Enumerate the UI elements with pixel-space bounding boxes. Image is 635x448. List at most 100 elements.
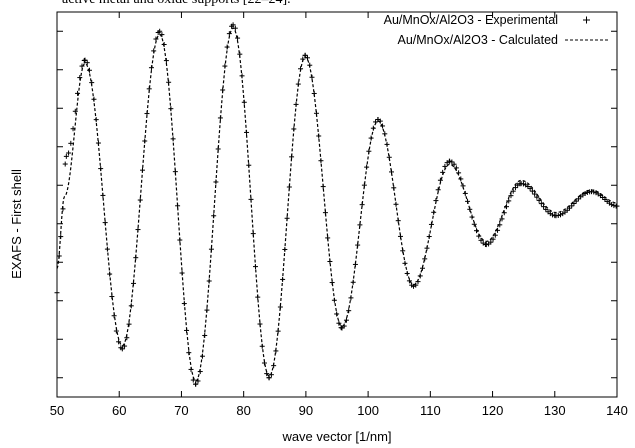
data-point-experimental (72, 108, 78, 114)
data-point-experimental (492, 232, 498, 238)
data-point-experimental (458, 176, 464, 182)
data-point-experimental (318, 158, 324, 164)
data-point-experimental (508, 193, 514, 199)
data-point-experimental (355, 242, 361, 248)
series-layer (54, 22, 620, 387)
data-point-experimental (302, 52, 308, 58)
data-point-experimental (271, 363, 277, 369)
data-point-experimental (478, 237, 484, 243)
data-point-experimental (124, 335, 130, 341)
data-point-experimental (113, 328, 119, 334)
data-point-experimental (538, 201, 544, 207)
data-point-experimental (462, 190, 468, 196)
data-point-experimental (298, 66, 304, 72)
data-point-experimental (471, 221, 477, 227)
data-point-experimental (60, 206, 66, 212)
data-point-experimental (357, 222, 363, 228)
data-point-experimental (350, 279, 356, 285)
data-point-experimental (86, 67, 92, 73)
x-tick-label: 100 (357, 403, 379, 418)
data-point-experimental (359, 202, 365, 208)
data-point-experimental (341, 323, 347, 329)
data-point-experimental (520, 181, 526, 187)
data-point-experimental (316, 133, 322, 139)
data-point-experimental (190, 377, 196, 383)
data-point-experimental (569, 203, 575, 209)
axes (56, 11, 618, 398)
data-point-experimental (476, 233, 482, 239)
data-point-experimental (226, 31, 232, 37)
data-point-experimental (320, 184, 326, 190)
data-point-experimental (230, 22, 236, 28)
data-point-experimental (609, 202, 615, 208)
data-point-experimental (170, 136, 176, 142)
data-point-experimental (404, 270, 410, 276)
data-point-experimental (197, 369, 203, 375)
data-point-experimental (282, 246, 288, 252)
data-point-experimental (451, 161, 457, 167)
x-tick-label: 60 (112, 403, 126, 418)
data-point-experimental (534, 194, 540, 200)
legend: Au/MnOx/Al2O3 - Experimental Au/MnOx/Al2… (384, 13, 608, 47)
data-point-experimental (295, 81, 301, 87)
data-point-experimental (175, 203, 181, 209)
data-point-experimental (273, 348, 279, 354)
data-point-experimental (402, 260, 408, 266)
data-point-experimental (232, 25, 238, 31)
y-axis-label: EXAFS - First shell (9, 169, 24, 279)
data-point-experimental (322, 210, 328, 216)
data-point-experimental (261, 360, 267, 366)
data-point-experimental (77, 75, 83, 81)
data-point-experimental (313, 110, 319, 116)
data-point-experimental (311, 90, 317, 96)
data-point-experimental (512, 185, 518, 191)
data-point-experimental (144, 111, 150, 117)
data-point-experimental (166, 79, 172, 85)
series-line-calculated (56, 27, 618, 382)
data-point-experimental (177, 237, 183, 243)
data-point-experimental (275, 328, 281, 334)
data-point-experimental (126, 321, 132, 327)
data-point-experimental (107, 271, 113, 277)
data-point-experimental (395, 218, 401, 224)
data-point-experimental (161, 41, 167, 47)
data-point-experimental (490, 236, 496, 242)
data-point-experimental (582, 191, 588, 197)
data-point-experimental (386, 154, 392, 160)
data-point-experimental (415, 279, 421, 285)
data-point-experimental (413, 282, 419, 288)
x-tick-label: 90 (299, 403, 313, 418)
data-point-experimental (266, 375, 272, 381)
data-point-experimental (377, 118, 383, 124)
data-point-experimental (208, 246, 214, 252)
data-point-experimental (241, 99, 247, 105)
data-point-experimental (501, 210, 507, 216)
data-point-experimental (286, 184, 292, 190)
data-point-experimental (75, 90, 81, 96)
data-point-experimental (442, 163, 448, 169)
data-point-experimental (474, 228, 480, 234)
x-tick-label: 50 (50, 403, 64, 418)
data-point-experimental (89, 80, 95, 86)
data-point-experimental (222, 63, 228, 69)
data-point-experimental (307, 62, 313, 68)
data-point-experimental (68, 140, 74, 146)
data-point-experimental (361, 182, 367, 188)
data-point-experimental (91, 96, 97, 102)
legend-label-experimental: Au/MnOx/Al2O3 - Experimental (384, 13, 558, 27)
data-point-experimental (348, 295, 354, 301)
data-point-experimental (264, 371, 270, 377)
data-point-experimental (148, 65, 154, 71)
data-point-experimental (239, 73, 245, 79)
data-point-experimental (248, 196, 254, 202)
data-point-experimental (255, 294, 261, 300)
data-point-experimental (289, 154, 295, 160)
legend-label-calculated: Au/MnOx/Al2O3 - Calculated (398, 33, 559, 47)
data-point-experimental (422, 256, 428, 262)
data-point-experimental (456, 170, 462, 176)
data-point-experimental (364, 164, 370, 170)
data-point-experimental (380, 123, 386, 129)
data-point-experimental (483, 242, 489, 248)
ticks: 50 60 70 80 90 100 110 120 130 140 (50, 12, 628, 418)
